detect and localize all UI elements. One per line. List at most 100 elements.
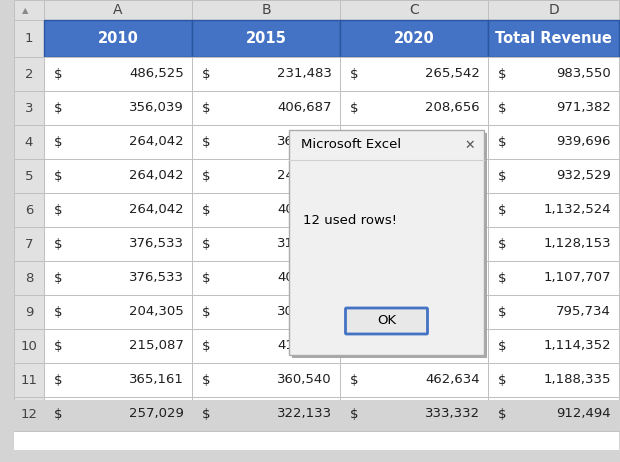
Bar (192, 227, 340, 261)
Text: $: $ (54, 67, 63, 80)
Text: $: $ (498, 237, 507, 250)
Text: $: $ (498, 305, 507, 318)
Text: 932,529: 932,529 (556, 170, 611, 182)
Text: $: $ (202, 203, 211, 217)
Text: $: $ (202, 102, 211, 115)
Bar (192, 0, 340, 20)
Text: 912,494: 912,494 (556, 407, 611, 420)
Bar (340, 227, 488, 261)
Text: $: $ (498, 407, 507, 420)
Bar (192, 20, 340, 57)
Text: $: $ (350, 135, 358, 148)
Text: 10: 10 (20, 340, 37, 353)
Bar (340, 159, 488, 193)
Text: 2015: 2015 (246, 31, 286, 46)
Bar (488, 295, 619, 329)
Text: $: $ (54, 305, 63, 318)
Bar (340, 397, 488, 431)
Text: $: $ (54, 407, 63, 420)
Text: $: $ (54, 135, 63, 148)
Text: 1,107,707: 1,107,707 (544, 272, 611, 285)
Bar (44, 329, 192, 363)
Text: 360,540: 360,540 (277, 373, 332, 387)
Text: B: B (261, 3, 271, 17)
Bar (44, 363, 192, 397)
Bar (340, 0, 488, 20)
Text: C: C (409, 3, 419, 17)
Bar (289, 130, 484, 355)
Text: A: A (113, 3, 123, 17)
Bar (192, 363, 340, 397)
Text: $: $ (54, 373, 63, 387)
Bar (488, 193, 619, 227)
Text: 265,542: 265,542 (425, 67, 480, 80)
Text: $: $ (202, 237, 211, 250)
Text: 1: 1 (25, 32, 33, 45)
Bar (44, 397, 192, 431)
Bar (44, 227, 192, 261)
Text: $: $ (54, 340, 63, 353)
Text: 264,042: 264,042 (130, 170, 184, 182)
Bar (340, 261, 488, 295)
Bar (192, 261, 340, 295)
Text: Microsoft Excel: Microsoft Excel (301, 139, 401, 152)
Bar (44, 159, 192, 193)
Text: $: $ (202, 67, 211, 80)
Bar (340, 20, 488, 57)
Text: 7: 7 (25, 237, 33, 250)
Text: $: $ (498, 340, 507, 353)
Bar (488, 125, 619, 159)
Text: 409,240: 409,240 (278, 203, 332, 217)
Text: ▲: ▲ (22, 6, 29, 16)
Text: 1,114,352: 1,114,352 (543, 340, 611, 353)
Text: 307,324: 307,324 (425, 135, 480, 148)
Bar (192, 193, 340, 227)
Bar (192, 329, 340, 363)
Bar (488, 363, 619, 397)
Bar (0, 400, 620, 431)
Text: $: $ (498, 102, 507, 115)
Bar (192, 295, 340, 329)
Text: 368,330: 368,330 (277, 135, 332, 148)
Bar (44, 261, 192, 295)
Bar (192, 57, 340, 91)
Text: $: $ (202, 305, 211, 318)
Text: $: $ (202, 373, 211, 387)
Text: $: $ (350, 67, 358, 80)
Bar (340, 57, 488, 91)
Bar (488, 159, 619, 193)
Text: $: $ (350, 373, 358, 387)
Text: 9: 9 (25, 305, 33, 318)
Bar (14, 57, 44, 91)
Text: 333,332: 333,332 (425, 407, 480, 420)
Text: 264,042: 264,042 (130, 203, 184, 217)
Text: $: $ (202, 272, 211, 285)
Text: Total Revenue: Total Revenue (495, 31, 612, 46)
Text: OK: OK (377, 315, 396, 328)
Text: 4: 4 (25, 135, 33, 148)
Bar (0, 450, 620, 462)
Text: ✕: ✕ (465, 139, 476, 152)
Bar (488, 329, 619, 363)
Text: 406,687: 406,687 (278, 102, 332, 115)
Bar (488, 0, 619, 20)
Text: 376,533: 376,533 (129, 272, 184, 285)
Text: 1,128,153: 1,128,153 (543, 237, 611, 250)
Bar (488, 227, 619, 261)
Bar (340, 125, 488, 159)
Text: 462,634: 462,634 (425, 373, 480, 387)
Text: 1,188,335: 1,188,335 (544, 373, 611, 387)
Text: 2020: 2020 (394, 31, 435, 46)
Text: $: $ (350, 407, 358, 420)
Text: $: $ (202, 340, 211, 353)
Text: 309,143: 309,143 (277, 305, 332, 318)
Text: $: $ (498, 135, 507, 148)
Text: 8: 8 (25, 272, 33, 285)
Bar (44, 125, 192, 159)
Text: $: $ (202, 407, 211, 420)
Text: 484,566: 484,566 (425, 340, 480, 353)
Text: $: $ (54, 170, 63, 182)
Text: $: $ (498, 67, 507, 80)
Bar (14, 125, 44, 159)
Bar (340, 329, 488, 363)
